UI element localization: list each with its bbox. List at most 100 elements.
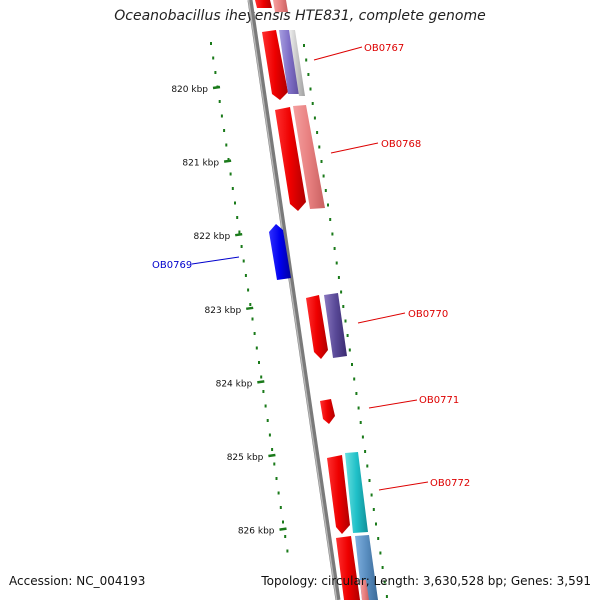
outer-dot — [346, 334, 349, 337]
gene-OB0771-arrow — [320, 399, 335, 424]
tick-dot — [271, 448, 274, 451]
outer-dot — [311, 102, 314, 105]
kbp-tick-label: 822 kbp — [194, 232, 231, 242]
gene-OB0770-cog-purple — [324, 293, 347, 358]
gene-OB0769-arrow — [269, 224, 291, 280]
outer-dot — [385, 595, 388, 598]
kbp-tick-mark — [212, 85, 221, 90]
genome-backbone — [247, 0, 341, 600]
tick-dot — [282, 520, 284, 524]
gene-OB0772[interactable]: OB0772 — [327, 452, 470, 534]
outer-dot — [364, 450, 367, 453]
gene-partial-top-forward — [255, 0, 272, 8]
outer-dot — [337, 276, 340, 279]
gene-OB0772-arrow — [327, 455, 350, 534]
outer-dot — [348, 348, 351, 352]
gene-OB0772-cog-cyan — [345, 452, 368, 533]
tick-dot — [273, 462, 276, 466]
genome-title: Oceanobacillus iheyensis HTE831, complet… — [114, 8, 486, 24]
outer-dot — [342, 305, 345, 308]
gene-OB0768[interactable]: OB0768 — [275, 105, 421, 211]
kbp-tick-label: 824 kbp — [216, 379, 253, 389]
tick-dot — [227, 158, 230, 161]
gene-OB0769-label: OB0769 — [152, 260, 192, 271]
genome-backbone-highlight — [247, 0, 338, 600]
outer-dot — [313, 116, 316, 120]
tick-dot — [244, 274, 247, 277]
gene-OB0770-leader — [357, 312, 406, 324]
gene-OB0770-label: OB0770 — [408, 309, 448, 320]
outer-dot — [303, 44, 305, 47]
kbp-tick-mark — [223, 159, 232, 163]
gene-OB0769-leader — [191, 256, 240, 265]
outer-dot — [383, 580, 386, 584]
gene-OB0772-leader — [378, 481, 429, 491]
gene-OB0771[interactable]: OB0771 — [320, 395, 459, 424]
kbp-tick-mark — [268, 453, 276, 458]
tick-dot-ring — [210, 42, 289, 553]
tick-dot — [231, 187, 234, 190]
kbp-tick-label: 823 kbp — [205, 306, 242, 316]
tick-dot — [260, 375, 263, 379]
tick-dot — [247, 288, 250, 292]
outer-dot — [370, 493, 373, 497]
outer-dot — [324, 189, 327, 192]
kbp-tick-label: 821 kbp — [182, 159, 219, 169]
kbp-tick-label: 825 kbp — [227, 453, 264, 463]
outer-dot — [355, 392, 358, 395]
tick-dot — [275, 477, 278, 480]
outer-dot — [331, 232, 334, 236]
tick-dot — [262, 390, 265, 393]
kbp-tick-mark — [235, 232, 243, 237]
tick-dot — [284, 535, 287, 538]
tick-dot — [249, 303, 252, 306]
tick-dot — [234, 201, 236, 205]
outer-dot — [357, 406, 360, 410]
outer-dot — [307, 73, 310, 76]
tick-dot — [286, 549, 289, 553]
tick-dot — [242, 259, 245, 263]
outer-dot — [333, 247, 336, 250]
cog-partial-bottom-pink — [360, 580, 369, 600]
outer-dot — [377, 537, 380, 540]
cog-partial-top — [273, 0, 288, 12]
tick-dot — [264, 404, 267, 408]
tick-dot — [255, 346, 258, 350]
tick-dot — [210, 42, 212, 45]
gene-OB0767-cog-purple — [279, 30, 299, 94]
tick-dot — [214, 71, 217, 74]
outer-dot — [316, 131, 319, 134]
gene-OB0767-arrow — [262, 30, 288, 100]
tick-dot — [279, 506, 282, 509]
outer-dot — [344, 319, 347, 323]
gene-partial-bottom-forward — [336, 536, 360, 600]
gene-OB0769[interactable]: OB0769 — [152, 224, 291, 280]
outer-dot — [366, 464, 369, 468]
outer-dot — [329, 218, 332, 221]
accession-text: Accession: NC_004193 — [9, 574, 146, 588]
outer-dot-ring — [303, 44, 388, 598]
tick-dot — [225, 143, 228, 147]
tick-dot — [229, 172, 232, 176]
gene-OB0770[interactable]: OB0770 — [306, 293, 448, 359]
outer-dot — [340, 290, 343, 294]
kbp-tick-mark — [257, 380, 265, 384]
gene-OB0771-leader — [368, 399, 418, 409]
gene-OB0767[interactable]: OB0767 — [262, 30, 404, 100]
outer-dot — [375, 522, 377, 526]
gene-OB0771-label: OB0771 — [419, 395, 459, 406]
gene-OB0768-leader — [330, 142, 379, 154]
outer-dot — [309, 87, 312, 91]
outer-dot — [320, 160, 323, 163]
kbp-tick-label: 820 kbp — [171, 85, 208, 95]
outer-dot — [379, 551, 382, 555]
gene-OB0768-cog-pink — [293, 105, 325, 209]
tick-dot — [212, 56, 215, 60]
gene-OB0770-arrow — [306, 295, 328, 359]
outer-dot — [351, 363, 353, 366]
kbp-axis: 820 kbp 821 kbp 822 kbp 823 kbp 824 kbp 825 k… — [171, 85, 287, 537]
outer-dot — [372, 508, 375, 511]
outer-dot — [322, 174, 325, 178]
gene-OB0768-label: OB0768 — [381, 139, 421, 150]
